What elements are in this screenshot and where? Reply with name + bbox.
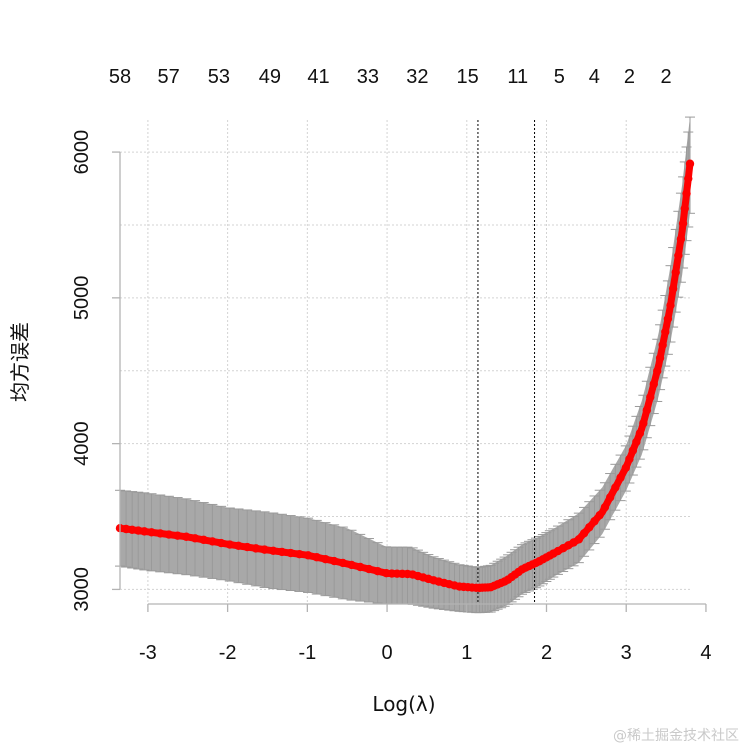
- data-point: [632, 437, 641, 447]
- x-tick-label: 0: [382, 642, 393, 664]
- x-tick-label: 2: [541, 642, 552, 664]
- data-point: [666, 301, 675, 310]
- data-point: [312, 553, 321, 562]
- confidence-band: [120, 117, 690, 613]
- data-point: [574, 535, 584, 544]
- data-point: [216, 538, 226, 548]
- y-tick-label: 4000: [71, 421, 93, 466]
- data-point: [595, 510, 604, 520]
- watermark: @稀土掘金技术社区: [613, 728, 739, 744]
- data-point: [156, 529, 165, 538]
- data-point: [140, 527, 149, 536]
- data-point: [628, 446, 638, 455]
- data-point: [295, 549, 304, 559]
- top-axis-label: 4: [589, 66, 600, 88]
- data-point: [277, 547, 287, 557]
- data-point: [646, 392, 655, 402]
- data-point: [661, 327, 670, 337]
- x-tick-label: 4: [700, 642, 711, 664]
- lambda-lines: [477, 120, 536, 604]
- data-point: [678, 219, 688, 228]
- top-axis-label: 53: [208, 66, 230, 88]
- data-point: [663, 314, 673, 324]
- top-axis-label: 32: [406, 66, 428, 88]
- data-point: [269, 546, 278, 556]
- top-axis-label: 49: [259, 66, 281, 88]
- top-axis-label: 5: [554, 66, 565, 88]
- data-point: [605, 493, 615, 502]
- data-point: [685, 159, 695, 168]
- data-point: [173, 531, 182, 540]
- data-point: [251, 544, 261, 553]
- top-axis-label: 57: [158, 66, 180, 88]
- top-axis-label: 41: [307, 66, 329, 88]
- data-point: [208, 537, 217, 546]
- data-point: [590, 517, 599, 526]
- data-point: [242, 542, 252, 552]
- data-point: [655, 353, 665, 363]
- data-point: [164, 530, 174, 539]
- data-point: [321, 554, 330, 564]
- data-point: [147, 528, 156, 537]
- top-axis-label: 15: [456, 66, 478, 88]
- data-point: [642, 406, 652, 415]
- data-point: [658, 340, 667, 350]
- data-point: [668, 284, 678, 293]
- y-axis-title: 均方误差: [8, 322, 32, 402]
- axes: [112, 151, 707, 612]
- x-tick-label: 1: [461, 642, 472, 664]
- data-point: [676, 234, 686, 244]
- data-point: [616, 473, 625, 482]
- data-point: [364, 564, 374, 574]
- x-tick-label: -1: [298, 642, 316, 664]
- data-point: [625, 454, 634, 464]
- data-point: [600, 503, 610, 512]
- top-axis-label: 58: [109, 66, 131, 88]
- data-point: [338, 558, 348, 568]
- y-tick-label: 6000: [71, 130, 93, 175]
- data-point: [621, 463, 630, 472]
- data-point: [682, 189, 691, 198]
- data-point: [260, 545, 269, 554]
- mse-curve: [115, 159, 695, 593]
- tick-labels: -3 -2 -1 0 1 2 3 4 3000 4000 5000 6000 58 57 53 49 41 33 3…: [71, 66, 712, 664]
- grid: [120, 120, 690, 604]
- data-point: [356, 562, 365, 572]
- data-point: [303, 551, 313, 560]
- data-point: [286, 548, 295, 558]
- data-point: [684, 174, 693, 183]
- data-point: [635, 429, 645, 438]
- data-point: [373, 566, 382, 576]
- data-point: [671, 268, 680, 277]
- x-tick-label: 3: [621, 642, 632, 664]
- x-tick-label: -3: [139, 642, 157, 664]
- data-point: [649, 379, 658, 389]
- top-axis-label: 11: [507, 66, 528, 88]
- data-point: [680, 204, 689, 213]
- data-point: [347, 560, 356, 570]
- x-axis-title: Log(λ): [372, 692, 435, 716]
- data-point: [199, 535, 208, 545]
- top-axis-label: 2: [661, 66, 672, 88]
- x-tick-label: -2: [219, 642, 237, 664]
- y-tick-label: 3000: [71, 567, 93, 612]
- data-point: [611, 483, 620, 492]
- data-point: [639, 419, 648, 428]
- y-tick-label: 5000: [71, 276, 93, 321]
- data-point: [579, 529, 589, 538]
- data-point: [585, 523, 594, 532]
- data-point: [225, 540, 234, 549]
- data-point: [190, 534, 200, 543]
- data-point: [674, 251, 683, 260]
- top-axis-label: 33: [357, 66, 379, 88]
- data-point: [329, 556, 339, 566]
- data-point: [234, 541, 243, 551]
- data-point: [182, 532, 191, 541]
- data-point: [653, 366, 662, 376]
- top-axis-label: 2: [624, 66, 635, 88]
